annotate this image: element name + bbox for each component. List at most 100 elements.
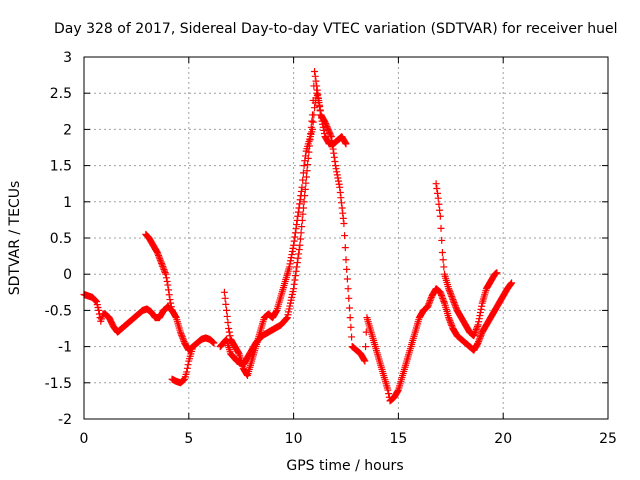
data-point [343,265,351,273]
y-tick-label: 0 [63,267,72,283]
data-point [295,246,303,254]
data-point [299,176,307,184]
data-point [222,300,230,308]
data-point [223,306,231,314]
data-point [308,111,316,119]
data-point [438,248,446,256]
data-point [167,299,175,307]
data-point [224,318,232,326]
data-point [493,269,501,277]
data-points [80,67,516,405]
data-point [189,343,197,351]
data-point [437,224,445,232]
data-point [183,368,191,376]
data-point [439,256,447,264]
data-point [361,357,369,365]
data-point [306,136,314,144]
data-point [165,291,173,299]
data-point [163,277,171,285]
data-point [341,244,349,252]
data-point [300,198,308,206]
data-point [435,200,443,208]
data-point [344,285,352,293]
data-point [436,206,444,214]
data-point [302,179,310,187]
data-point [220,288,228,296]
data-point [297,229,305,237]
y-tick-label: 3 [63,50,72,66]
data-point [346,314,354,322]
data-point [311,104,319,112]
data-point [345,304,353,312]
data-point [291,276,299,284]
data-point [301,192,309,200]
data-point [433,185,441,193]
y-tick-labels: -2 -1.5 -1 -0.5 0 0.5 1 1.5 2 2.5 3 [45,50,72,428]
data-point [307,130,315,138]
data-point [342,256,350,264]
y-tick-label: -0.5 [45,303,72,319]
data-point [304,161,312,169]
x-axis-title: GPS time / hours [286,458,403,474]
x-tick-label: 25 [599,431,617,447]
data-point [292,267,300,275]
data-point [162,274,170,282]
plot-frame [83,56,609,420]
data-point [95,306,103,314]
data-point [434,189,442,197]
data-point [305,148,313,156]
data-point [432,180,440,188]
data-point [308,117,316,125]
y-tick-label: 0.5 [50,231,72,247]
y-tick-label: 1.5 [50,159,72,175]
data-point [340,220,348,228]
data-point [298,216,306,224]
data-point [299,169,307,177]
data-point [283,314,291,322]
data-point [293,263,301,271]
data-point [290,285,298,293]
chart-title: Day 328 of 2017, Sidereal Day-to-day VTE… [54,21,617,37]
data-point [294,254,302,262]
y-tick-label: -2 [58,412,72,428]
data-point [282,315,290,323]
data-point [385,390,393,398]
data-point [226,332,234,340]
data-point [162,270,170,278]
data-point [296,241,304,249]
y-tick-label: 2.5 [50,86,72,102]
data-point [295,250,303,258]
x-tick-label: 0 [80,431,89,447]
data-point [223,312,231,320]
data-point [221,294,229,302]
data-point [341,232,349,240]
data-point [296,235,304,243]
data-point [312,77,320,85]
data-point [508,279,516,287]
data-point [291,272,299,280]
data-point [309,96,317,104]
data-point [225,328,233,336]
data-point [184,361,192,369]
data-point [362,343,370,351]
data-point [342,140,350,148]
data-point [438,236,446,244]
x-tick-label: 15 [389,431,407,447]
data-point [305,142,313,150]
data-point [302,173,310,181]
data-point [164,281,172,289]
data-point [298,223,306,231]
x-tick-label: 5 [184,431,193,447]
data-point [299,210,307,218]
data-point [299,204,307,212]
data-point [293,259,301,267]
data-point [168,306,176,314]
y-tick-label: 2 [63,122,72,138]
x-tick-label: 20 [494,431,512,447]
data-point [343,275,351,283]
data-point [307,123,315,131]
data-point [290,280,298,288]
data-point [440,263,448,271]
y-tick-label: -1.5 [45,376,72,392]
